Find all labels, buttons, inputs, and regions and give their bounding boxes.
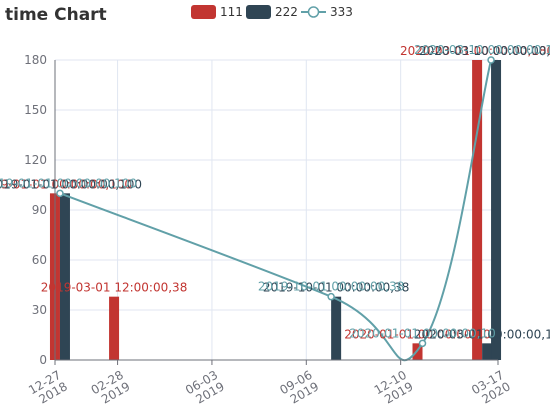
legend-item-222[interactable]: 222 xyxy=(246,5,298,19)
y-tick-label: 30 xyxy=(32,303,47,317)
data-label: 2019-10-01 00:00:00,38 xyxy=(258,280,405,294)
y-tick-label: 0 xyxy=(39,353,47,367)
legend-circle-icon xyxy=(307,6,320,18)
data-labels: 2019-01-01 00:00:00,100 2019-03-01 12:00:… xyxy=(0,43,550,341)
chart-title: time Chart xyxy=(5,5,107,25)
line-point[interactable] xyxy=(56,189,64,198)
bar-222[interactable] xyxy=(482,343,493,360)
data-label: 2019-10-01 00:00:00,38 xyxy=(263,281,410,295)
data-label: 2019-01-01 00:00:00,100 xyxy=(0,176,137,190)
legend-item-111[interactable]: 111 xyxy=(191,5,243,19)
y-tick-label: 180 xyxy=(24,53,47,67)
x-tick-label: 09-062019 xyxy=(277,368,321,409)
x-tick-label: 03-172020 xyxy=(469,368,513,409)
legend-item-333[interactable]: 333 xyxy=(301,5,353,19)
legend-swatch-icon xyxy=(246,5,271,19)
y-tick-label: 90 xyxy=(32,203,47,217)
axes: 0 30 60 90 120 150 180 12-272018 02-282019 06-032… xyxy=(24,53,513,409)
data-label: 2020-03-10 00:00:00,180 xyxy=(414,43,550,57)
y-tick-label: 150 xyxy=(24,103,47,117)
legend-swatch-icon xyxy=(191,5,216,19)
data-label: 2020-01-01 00:00:00,10 xyxy=(349,326,496,340)
bar-222[interactable] xyxy=(331,296,342,360)
line-333 xyxy=(59,59,493,362)
x-tick-label: 12-102019 xyxy=(372,368,416,409)
line-point[interactable] xyxy=(487,56,495,64)
data-label: 2020-01-01 00:00:00,10 xyxy=(344,327,491,341)
y-tick-label: 60 xyxy=(32,253,47,267)
data-label: 2020-03-01 00:00:00,10 xyxy=(414,327,550,341)
grid-lines xyxy=(54,59,499,361)
bar-222[interactable] xyxy=(59,193,70,360)
bar-222[interactable] xyxy=(491,60,502,360)
data-label: 2019-03-01 12:00:00,38 xyxy=(41,281,188,295)
line-series xyxy=(56,56,495,362)
x-tick-label: 02-282019 xyxy=(89,368,133,409)
bar-111[interactable] xyxy=(109,296,120,360)
data-label: 2019-01-01 00:00:00,100 xyxy=(0,177,132,191)
line-point[interactable] xyxy=(327,292,335,301)
data-label: 2020-03-10 00:00:00,180 xyxy=(419,44,550,58)
x-tick-label: 06-032019 xyxy=(183,368,227,409)
bar-111[interactable] xyxy=(472,60,483,360)
legend-label: 333 xyxy=(330,5,353,19)
data-label: 2019-01-01 00:00:00,100 xyxy=(0,177,142,191)
y-tick-label: 120 xyxy=(24,153,47,167)
line-point[interactable] xyxy=(418,339,427,348)
x-tick-label: 12-272018 xyxy=(26,368,70,409)
legend-label: 111 xyxy=(220,5,243,19)
legend[interactable]: 111 222 333 xyxy=(191,5,353,19)
legend-label: 222 xyxy=(275,5,298,19)
data-label: 2020-03-01 00:00:00,180 xyxy=(400,44,550,58)
